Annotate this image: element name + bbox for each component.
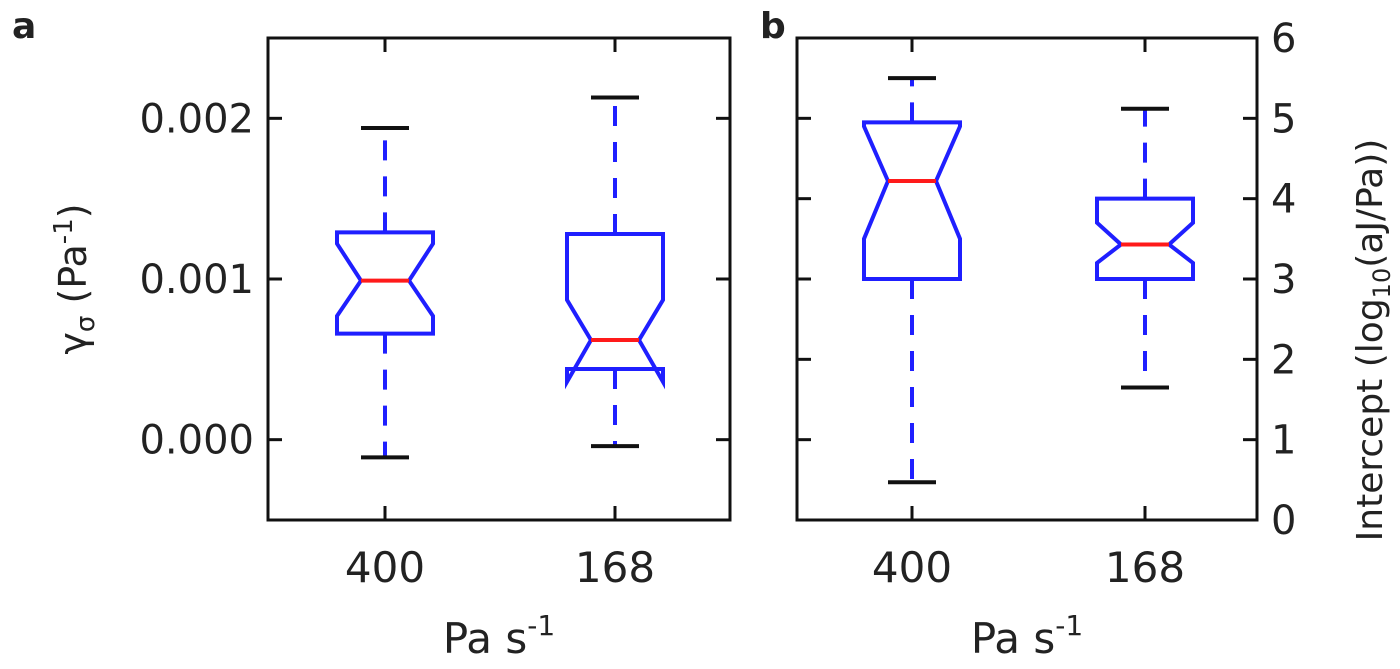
panel-b-box-0 xyxy=(862,120,962,281)
panel-b-ytick-label: 6 xyxy=(1271,16,1296,62)
panel-b-ticks: 0 1 2 3 4 5 6 400 168 xyxy=(797,16,1296,592)
panel-b-label: b xyxy=(760,6,786,47)
panel-a-xtick-label: 168 xyxy=(575,543,655,592)
panel-a-ytick-label: 0.002 xyxy=(139,96,254,142)
panel-b-ytick-label: 0 xyxy=(1271,498,1296,544)
panel-b-x-axis-label: Pa s-1 xyxy=(971,609,1083,663)
panel-a-ytick-label: 0.000 xyxy=(139,418,254,464)
panel-a-plot-frame xyxy=(266,36,732,522)
panel-b-xtick-label: 168 xyxy=(1105,543,1185,592)
panel-a-box-1 xyxy=(565,232,665,390)
panel-b-ytick-label: 5 xyxy=(1271,96,1296,142)
panel-b-box-1 xyxy=(1095,196,1195,281)
panel-b: b 0 1 2 3 4 5 6 400 168 Intercept (log10(aJ/Pa))… xyxy=(760,6,1396,663)
panel-a-x-axis-label: Pa s-1 xyxy=(443,609,555,663)
panel-a-ytick-label: 0.001 xyxy=(139,257,254,303)
panel-a-ticks: 0.000 0.001 0.002 400 168 xyxy=(139,38,730,592)
panel-b-ytick-label: 4 xyxy=(1271,177,1296,223)
panel-a-boxes xyxy=(335,95,665,460)
panel-b-plot-frame xyxy=(795,36,1259,522)
panel-b-ytick-label: 3 xyxy=(1271,257,1296,303)
panel-b-ytick-label: 2 xyxy=(1271,337,1296,383)
panel-a-box-0 xyxy=(335,230,435,336)
panel-a-y-axis-label: γσ (Pa-1) xyxy=(49,203,101,354)
panel-a-label: a xyxy=(12,6,36,47)
panel-a: a 0.000 0.001 0.002 400 168 γσ (Pa-1) Pa s-1 xyxy=(12,6,732,663)
panel-b-xtick-label: 400 xyxy=(872,543,952,592)
panel-b-boxes xyxy=(862,76,1195,485)
panel-b-ytick-label: 1 xyxy=(1271,418,1296,464)
panel-b-y-axis-label: Intercept (log10(aJ/Pa)) xyxy=(1350,139,1396,542)
panel-a-xtick-label: 400 xyxy=(345,543,425,592)
